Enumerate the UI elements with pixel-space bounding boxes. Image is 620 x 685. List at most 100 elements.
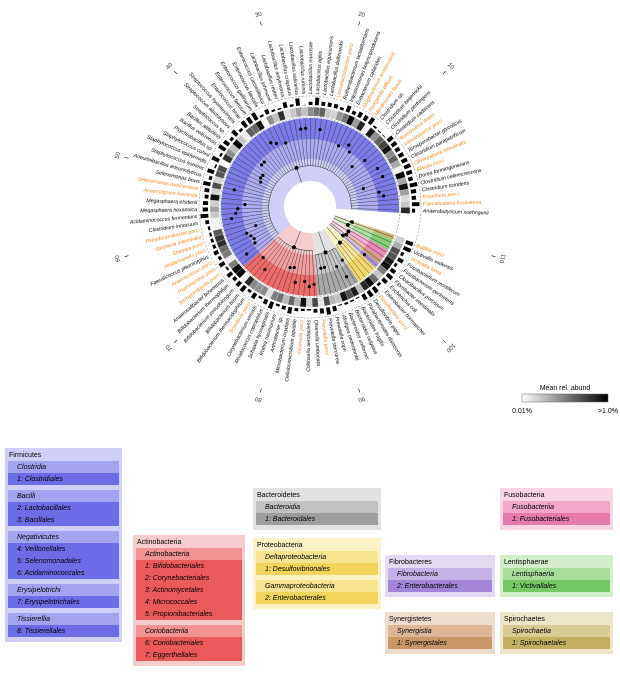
order-name: 1: Fusobacteriales bbox=[512, 516, 570, 523]
bar bbox=[389, 267, 397, 275]
branch bbox=[292, 249, 302, 295]
bar bbox=[385, 272, 394, 281]
branch bbox=[283, 121, 298, 168]
bar bbox=[229, 136, 235, 142]
class-box bbox=[388, 625, 492, 637]
order-name: 1: Synergistales bbox=[397, 640, 447, 647]
bar bbox=[400, 157, 408, 164]
branch bbox=[346, 167, 390, 189]
order-box bbox=[136, 637, 242, 649]
branch bbox=[332, 249, 352, 286]
order-box bbox=[136, 560, 242, 572]
bar bbox=[275, 303, 281, 307]
bar bbox=[355, 296, 360, 300]
bar bbox=[210, 238, 215, 243]
branch bbox=[288, 120, 301, 167]
bar bbox=[214, 164, 218, 169]
branch bbox=[224, 181, 271, 196]
branch bbox=[321, 253, 332, 294]
class-box bbox=[8, 613, 119, 625]
order-box bbox=[8, 596, 119, 608]
clade-wedge bbox=[347, 253, 376, 282]
root-hole bbox=[284, 181, 336, 233]
bar bbox=[200, 213, 209, 219]
node bbox=[340, 258, 344, 262]
class-name: Erysipelotrichi bbox=[17, 587, 61, 594]
order-box bbox=[8, 514, 119, 526]
clade-wedge bbox=[221, 118, 399, 267]
bar bbox=[397, 151, 405, 159]
order-box bbox=[136, 608, 242, 620]
heat-cell bbox=[400, 195, 410, 202]
ring-tick-label: 90 bbox=[357, 395, 366, 403]
species-label: Faecalicatena fissicatena bbox=[423, 200, 482, 208]
bar bbox=[307, 308, 311, 311]
order-name: 3: Bacillales bbox=[17, 517, 55, 524]
node bbox=[350, 164, 354, 169]
bar bbox=[411, 202, 420, 207]
ring-tick-label: 40 bbox=[165, 62, 174, 71]
bar bbox=[402, 245, 412, 253]
bar bbox=[218, 144, 227, 152]
bar bbox=[371, 285, 379, 294]
branch bbox=[339, 145, 375, 179]
bar bbox=[258, 295, 263, 300]
class-name: Deltaproteobacteria bbox=[265, 554, 326, 561]
branch bbox=[225, 220, 272, 237]
order-name: 2: Corynebacteriales bbox=[144, 575, 210, 582]
phylum-name: Actinobacteria bbox=[137, 539, 181, 546]
class-box bbox=[503, 568, 610, 580]
branch bbox=[350, 188, 398, 199]
branch bbox=[315, 118, 322, 167]
branch bbox=[293, 231, 301, 248]
order-name: 4: Veillonellales bbox=[17, 546, 66, 553]
bar bbox=[295, 98, 300, 106]
bar bbox=[321, 101, 326, 107]
heat-cell bbox=[295, 107, 303, 118]
species-label: Acidaminococcus fermentans bbox=[129, 214, 198, 226]
species-label: Anaerotignum faecicola bbox=[142, 188, 198, 199]
heat-cell bbox=[400, 201, 411, 208]
branch bbox=[320, 120, 333, 168]
bar bbox=[366, 289, 374, 298]
bar bbox=[361, 293, 368, 301]
bar bbox=[289, 104, 294, 107]
species-label: Anaerobutyricum soehngenii bbox=[422, 208, 490, 216]
branch bbox=[341, 149, 378, 181]
bar bbox=[382, 134, 386, 138]
branch bbox=[347, 225, 390, 248]
node bbox=[245, 252, 249, 256]
node bbox=[347, 143, 351, 147]
branch bbox=[347, 232, 384, 258]
branch bbox=[351, 204, 399, 207]
branch bbox=[323, 252, 337, 293]
ring-tick bbox=[358, 388, 360, 393]
bar bbox=[399, 251, 405, 257]
bar bbox=[367, 117, 376, 126]
bar bbox=[240, 120, 249, 129]
branch bbox=[334, 215, 352, 223]
bar bbox=[271, 109, 276, 113]
class-box bbox=[8, 461, 119, 473]
branch bbox=[273, 125, 294, 170]
class-box bbox=[388, 568, 492, 580]
class-name: Coriobacteriia bbox=[145, 628, 188, 635]
phylum-name: Bacteroidetes bbox=[257, 492, 300, 499]
phylum-name: Synergistetes bbox=[389, 616, 432, 623]
order-name: 5: Selenomonadales bbox=[17, 558, 81, 565]
node bbox=[234, 211, 238, 215]
node bbox=[323, 250, 328, 255]
order-box bbox=[256, 592, 378, 604]
bar bbox=[332, 305, 338, 312]
branch bbox=[342, 239, 374, 270]
node bbox=[245, 231, 249, 235]
branch bbox=[221, 210, 269, 215]
branch bbox=[249, 238, 281, 273]
node bbox=[346, 229, 351, 234]
bar bbox=[219, 152, 223, 158]
node bbox=[335, 264, 339, 269]
bar bbox=[202, 200, 209, 205]
bar bbox=[333, 103, 339, 109]
order-box bbox=[136, 596, 242, 608]
